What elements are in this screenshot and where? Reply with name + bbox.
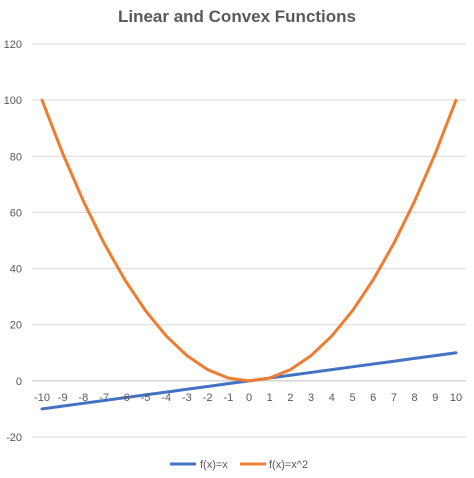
x-tick-label: 7	[391, 392, 397, 404]
x-tick-label: -4	[161, 392, 171, 404]
y-tick-label: -20	[6, 432, 22, 444]
y-axis-ticks: -20 0 20 40 60 80 100 120	[4, 39, 22, 444]
x-tick-label: 8	[412, 392, 418, 404]
x-axis-ticks: -10 -9 -8 -7 -6 -5 -4 -3 -2 -1 0 1 2 3 4 5 6 7 8 9 10	[34, 392, 462, 404]
x-tick-label: -6	[120, 392, 130, 404]
legend-label: f(x)=x	[200, 459, 228, 471]
x-tick-label: 6	[370, 392, 376, 404]
x-tick-label: 2	[287, 392, 293, 404]
gridlines	[32, 43, 466, 438]
y-tick-label: 80	[10, 151, 22, 163]
x-tick-label: -7	[99, 392, 109, 404]
x-tick-label: -3	[182, 392, 192, 404]
x-tick-label: -8	[79, 392, 89, 404]
legend: f(x)=x f(x)=x^2	[170, 459, 308, 471]
legend-label: f(x)=x^2	[269, 459, 308, 471]
x-tick-label: -2	[203, 392, 213, 404]
y-tick-label: 100	[4, 95, 22, 107]
y-tick-label: 60	[10, 207, 22, 219]
series-line-2	[40, 98, 458, 383]
x-tick-label: -5	[141, 392, 151, 404]
x-tick-label: 4	[329, 392, 335, 404]
y-tick-label: 120	[4, 39, 22, 51]
chart-title: Linear and Convex Functions	[117, 7, 357, 26]
x-tick-label: 0	[246, 392, 252, 404]
x-tick-label: -9	[58, 392, 68, 404]
x-tick-label: 5	[349, 392, 355, 404]
x-tick-label: -1	[223, 392, 233, 404]
x-tick-label: 10	[450, 392, 462, 404]
y-tick-label: 0	[16, 376, 22, 388]
x-tick-label: -10	[34, 392, 50, 404]
y-tick-label: 20	[10, 320, 22, 332]
x-tick-label: 9	[432, 392, 438, 404]
x-tick-label: 1	[267, 392, 273, 404]
y-tick-label: 40	[10, 264, 22, 276]
series-lines	[40, 98, 458, 411]
x-tick-label: 3	[308, 392, 314, 404]
